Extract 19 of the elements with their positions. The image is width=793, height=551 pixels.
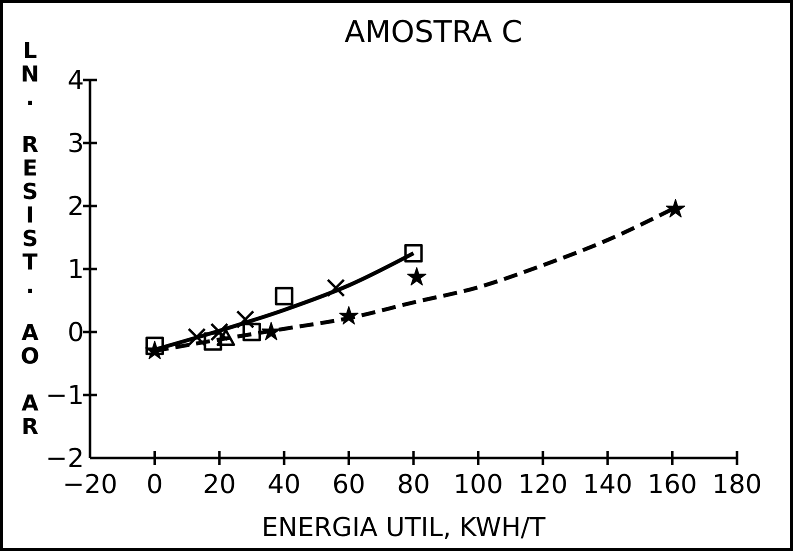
x-tick-label: 160 <box>647 470 698 500</box>
y-tick-label: 4 <box>67 66 84 96</box>
y-tick-label: 1 <box>67 255 84 285</box>
x-tick-label: 0 <box>146 470 163 500</box>
y-tick-label: 2 <box>67 192 84 222</box>
x-axis-title: ENERGIA UTIL, KWH/T <box>262 513 546 543</box>
y-tick-label: 0 <box>67 318 84 348</box>
y-tick-label: −1 <box>46 381 84 411</box>
x-tick-label: 60 <box>332 470 366 500</box>
y-tick-label: 3 <box>67 129 84 159</box>
x-tick-label: 20 <box>202 470 236 500</box>
x-tick-label: 120 <box>518 470 568 500</box>
x-tick-label: 40 <box>268 470 301 500</box>
x-tick-label: 100 <box>453 470 504 500</box>
chart-title: AMOSTRA C <box>344 15 523 50</box>
x-tick-label: 140 <box>582 470 632 500</box>
text: LN. RESIST. AO AR <box>20 39 40 440</box>
x-tick-label: 80 <box>396 470 430 500</box>
x-tick-label: 180 <box>712 470 762 500</box>
